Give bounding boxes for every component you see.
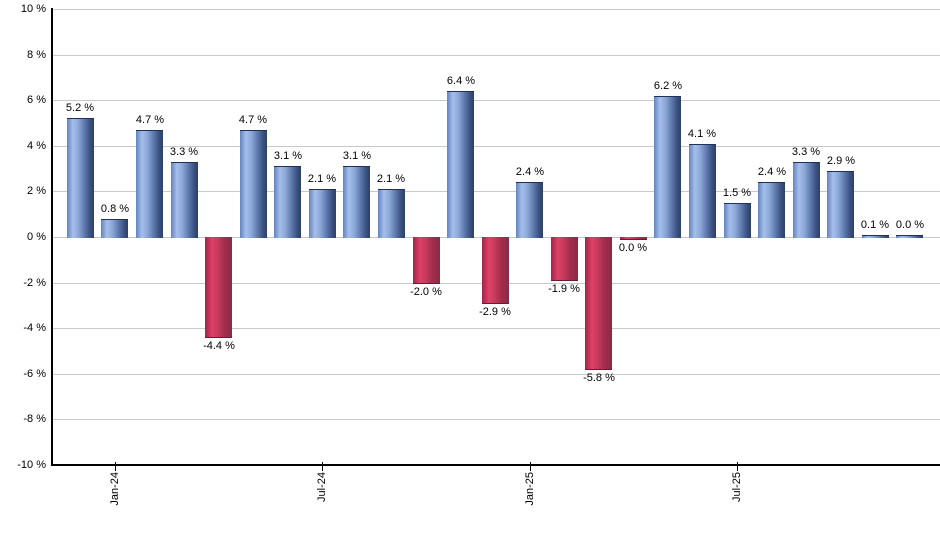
y-axis-tick-label: 6 % (27, 94, 46, 106)
bar (101, 219, 128, 238)
y-axis-tick-label: 10 % (20, 3, 46, 15)
bar-value-label: 3.3 % (169, 146, 199, 158)
x-axis-tick-label: Jan-24 (109, 472, 121, 506)
bar (136, 130, 163, 238)
bar (413, 237, 440, 284)
bar (482, 237, 509, 304)
bar-value-label: -2.9 % (479, 306, 511, 318)
x-axis-tick (530, 462, 531, 471)
bar (343, 166, 370, 238)
gridline (52, 374, 940, 375)
bar-value-label: 0.0 % (895, 219, 925, 231)
y-axis-tick-label: 0 % (27, 231, 46, 243)
bar-value-label: -1.9 % (548, 283, 580, 295)
bar (724, 203, 751, 238)
bar-value-label: 4.1 % (687, 128, 717, 140)
y-axis-tick-label: -6 % (23, 368, 46, 380)
x-axis-tick-label: Jul-24 (316, 472, 328, 502)
y-axis-tick-label: -4 % (23, 322, 46, 334)
gridline (52, 55, 940, 56)
y-axis-line (51, 8, 53, 466)
bar (585, 237, 612, 370)
gridline (52, 328, 940, 329)
x-axis-line (51, 464, 940, 466)
gridline (52, 146, 940, 147)
bar (551, 237, 578, 281)
x-axis-tick (115, 462, 116, 471)
bar-value-label: 1.5 % (722, 187, 752, 199)
bar-value-label: -4.4 % (203, 340, 235, 352)
bar-value-label: 0.8 % (100, 203, 130, 215)
bar (793, 162, 820, 238)
gridline (52, 100, 940, 101)
bar-value-label: 2.1 % (376, 173, 406, 185)
bar-value-label: 0.0 % (618, 242, 648, 254)
x-axis-tick-label: Jan-25 (524, 472, 536, 506)
bar-value-label: 3.1 % (273, 150, 303, 162)
bar (309, 189, 336, 238)
bar (827, 171, 854, 238)
gridline (52, 9, 940, 10)
gridline (52, 419, 940, 420)
bar-value-label: 4.7 % (238, 114, 268, 126)
bar-value-label: -5.8 % (583, 372, 615, 384)
y-axis-tick-label: 2 % (27, 185, 46, 197)
bar (654, 96, 681, 238)
bar (620, 237, 647, 240)
bar (862, 235, 889, 238)
bar (274, 166, 301, 238)
bar (171, 162, 198, 238)
bar-value-label: 6.4 % (446, 75, 476, 87)
bar (516, 182, 543, 238)
y-axis-tick-label: -10 % (17, 459, 46, 471)
y-axis-tick-label: -2 % (23, 277, 46, 289)
bar-value-label: 2.9 % (826, 155, 856, 167)
y-axis-tick-label: -8 % (23, 413, 46, 425)
x-axis-tick (322, 462, 323, 471)
bar-value-label: -2.0 % (410, 286, 442, 298)
bar-value-label: 2.4 % (757, 166, 787, 178)
bar (689, 144, 716, 238)
y-axis-tick-label: 8 % (27, 49, 46, 61)
gridline (52, 191, 940, 192)
x-axis-tick (737, 462, 738, 471)
bar (896, 235, 923, 238)
bar-value-label: 5.2 % (65, 102, 95, 114)
bar-value-label: 4.7 % (135, 114, 165, 126)
y-axis-tick-label: 4 % (27, 140, 46, 152)
bar (67, 118, 94, 238)
bar-value-label: 0.1 % (860, 219, 890, 231)
bar-value-label: 2.1 % (307, 173, 337, 185)
bar (447, 91, 474, 238)
bar-value-label: 3.1 % (342, 150, 372, 162)
bar (758, 182, 785, 238)
bar-value-label: 6.2 % (653, 80, 683, 92)
bar (205, 237, 232, 338)
bar (378, 189, 405, 238)
bar (240, 130, 267, 238)
x-axis-tick-label: Jul-25 (731, 472, 743, 502)
bar-value-label: 2.4 % (515, 166, 545, 178)
bar-value-label: 3.3 % (791, 146, 821, 158)
